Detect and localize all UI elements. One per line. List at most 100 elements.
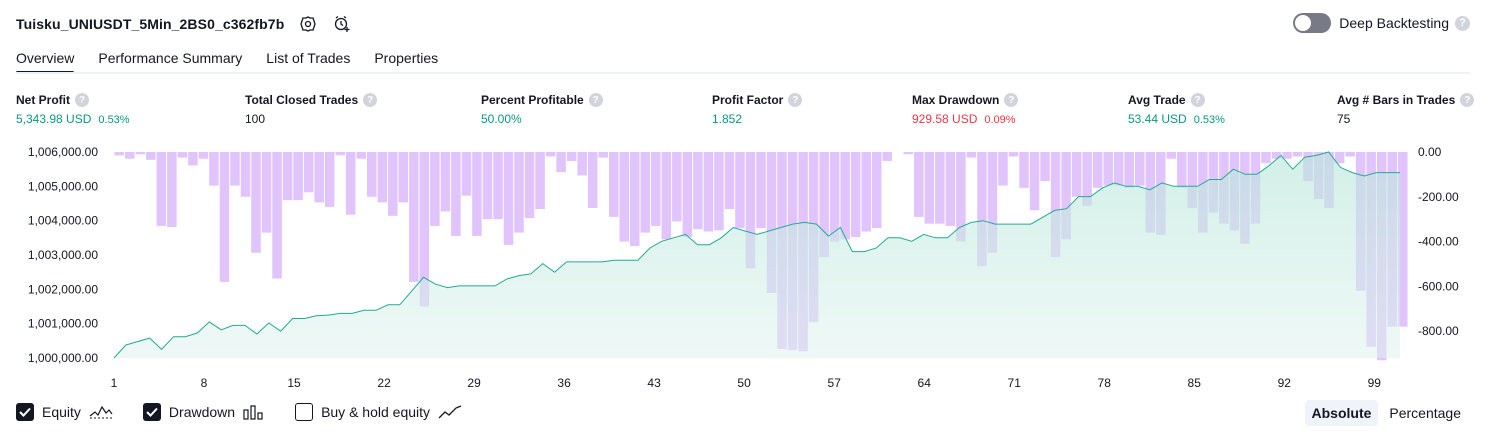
drawdown-bar (840, 152, 850, 240)
drawdown-bar (1282, 152, 1292, 159)
left-axis-tick-label: 1,000,000.00 (28, 351, 98, 365)
metric-value: 50.00% (481, 112, 522, 126)
help-icon[interactable]: ? (1455, 15, 1470, 31)
drawdown-bar (293, 152, 303, 201)
drawdown-bar (240, 152, 251, 197)
legend-buy-hold[interactable]: Buy & hold equity (295, 403, 462, 421)
help-icon[interactable]: ? (588, 93, 603, 107)
drawdown-bar (461, 152, 472, 196)
metric-value: 75 (1337, 112, 1351, 126)
drawdown-bar (693, 152, 703, 230)
x-axis-tick-label: 99 (1368, 376, 1382, 390)
legend-drawdown[interactable]: Drawdown (142, 403, 265, 421)
deep-backtesting-toggle[interactable] (1293, 13, 1332, 33)
x-axis-tick-label: 92 (1278, 376, 1292, 390)
x-axis-tick-label: 43 (647, 376, 661, 390)
drawdown-bar (156, 152, 167, 226)
strategy-title: Tuisku_UNIUSDT_5Min_2BS0_c362fb7b (16, 16, 285, 32)
drawdown-bar (745, 152, 756, 269)
equity-drawdown-chart[interactable]: 1,006,000.00 1,005,000.00 1,004,000.00 1,00… (0, 140, 1486, 392)
drawdown-bar (1019, 152, 1029, 188)
drawdown-bar (282, 152, 293, 201)
drawdown-bars-icon (243, 404, 265, 420)
equity-area (113, 151, 1400, 359)
x-axis-tick-label: 64 (918, 376, 932, 390)
drawdown-bar (377, 152, 388, 203)
drawdown-bar (556, 152, 566, 173)
drawdown-bar (1029, 152, 1040, 211)
metric-value: 53.44 USD (1128, 112, 1187, 126)
drawdown-bar (871, 152, 882, 229)
drawdown-bar (419, 152, 430, 307)
drawdown-bar (535, 152, 545, 210)
drawdown-bar (440, 152, 451, 212)
add-alert-icon[interactable] (332, 14, 352, 34)
settings-icon[interactable] (298, 14, 318, 34)
drawdown-bar (209, 152, 219, 186)
drawdown-checkbox[interactable] (142, 403, 161, 421)
left-axis-tick-label: 1,004,000.00 (28, 214, 98, 228)
right-axis-tick-label: -800.00 (1418, 324, 1459, 338)
drawdown-bar (756, 152, 766, 229)
metric-label: Net Profit (16, 93, 70, 107)
drawdown-bar (608, 152, 619, 217)
legend-equity-label: Equity (42, 404, 81, 420)
help-icon[interactable]: ? (788, 93, 803, 107)
help-icon[interactable]: ? (1460, 93, 1475, 107)
drawdown-bar (272, 152, 282, 279)
metric-percent: 0.53% (1193, 114, 1225, 126)
drawdown-bar (1261, 152, 1271, 164)
drawdown-bar (514, 152, 524, 233)
equity-line-icon (89, 404, 113, 420)
metric-value: 1.852 (712, 112, 743, 126)
legend-equity[interactable]: Equity (16, 403, 113, 421)
drawdown-bar (819, 152, 829, 258)
help-icon[interactable]: ? (75, 93, 89, 107)
drawdown-bar (219, 152, 230, 282)
x-axis: 1 8 15 22 29 36 43 50 57 64 71 78 85 92 99 (111, 376, 1382, 390)
drawdown-bar (135, 152, 146, 155)
drawdown-bar (998, 152, 1008, 186)
strategy-header: Tuisku_UNIUSDT_5Min_2BS0_c362fb7b (16, 13, 352, 35)
metric-value: 929.58 USD (912, 112, 978, 126)
help-icon[interactable]: ? (1004, 93, 1019, 107)
metric-total-closed-trades: Total Closed Trades? 100 (245, 93, 378, 126)
tab-performance-summary[interactable]: Performance Summary (98, 50, 243, 66)
drawdown-bar (1082, 152, 1092, 206)
drawdown-bar (724, 152, 735, 210)
tab-properties[interactable]: Properties (374, 50, 439, 66)
drawdown-bar (619, 152, 629, 242)
drawdown-bar (1271, 152, 1282, 159)
left-axis-tick-label: 1,005,000.00 (28, 179, 98, 193)
drawdown-bar (177, 152, 188, 158)
metric-label: Profit Factor (712, 93, 784, 107)
absolute-button[interactable]: Absolute (1304, 400, 1379, 426)
drawdown-bar (303, 152, 314, 193)
drawdown-bar (861, 152, 871, 232)
drawdown-bar (1397, 152, 1408, 327)
tab-list-of-trades[interactable]: List of Trades (266, 50, 351, 66)
buy-hold-checkbox[interactable] (295, 403, 314, 421)
metric-percent: 0.09% (984, 114, 1016, 126)
equity-checkbox[interactable] (16, 403, 34, 421)
drawdown-bar (1071, 152, 1082, 197)
drawdown-bar (914, 152, 924, 217)
left-axis-tick-label: 1,001,000.00 (28, 317, 98, 331)
percentage-button[interactable]: Percentage (1389, 405, 1461, 421)
drawdown-bar (545, 152, 556, 157)
help-icon[interactable]: ? (1190, 93, 1205, 107)
drawdown-bar (703, 152, 714, 232)
right-axis-tick-label: 0.00 (1418, 145, 1442, 159)
drawdown-bar (314, 152, 324, 203)
drawdown-bar (587, 152, 598, 208)
tab-overview[interactable]: Overview (16, 46, 75, 74)
x-axis-tick-label: 8 (201, 376, 208, 390)
help-icon[interactable]: ? (363, 93, 378, 107)
drawdown-bar (766, 152, 777, 294)
metric-label: Avg # Bars in Trades (1337, 93, 1456, 107)
drawdown-bar (924, 152, 935, 224)
drawdown-bar (409, 152, 419, 282)
drawdown-bar (714, 152, 724, 231)
drawdown-bar (598, 152, 608, 158)
drawdown-bar (1177, 152, 1187, 188)
